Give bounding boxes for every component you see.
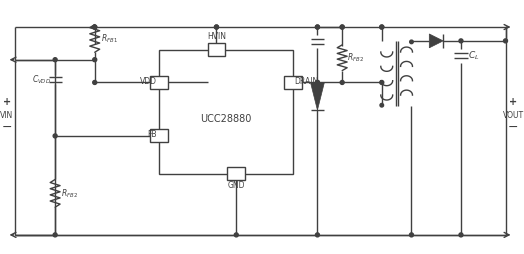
Circle shape bbox=[409, 233, 413, 237]
Circle shape bbox=[459, 233, 463, 237]
Circle shape bbox=[214, 25, 219, 29]
Circle shape bbox=[315, 81, 320, 84]
Circle shape bbox=[93, 81, 97, 84]
Bar bbox=[227, 167, 245, 180]
Text: $C_L$: $C_L$ bbox=[468, 50, 479, 62]
Text: $R_{FB2}$: $R_{FB2}$ bbox=[61, 187, 78, 200]
Circle shape bbox=[53, 233, 57, 237]
Bar bbox=[208, 43, 225, 56]
Text: GND: GND bbox=[227, 181, 245, 190]
Circle shape bbox=[315, 81, 320, 84]
Polygon shape bbox=[311, 83, 324, 110]
Circle shape bbox=[340, 25, 344, 29]
Circle shape bbox=[459, 39, 463, 43]
Circle shape bbox=[53, 58, 57, 62]
Circle shape bbox=[234, 233, 238, 237]
Text: VIN: VIN bbox=[0, 111, 13, 120]
Circle shape bbox=[380, 25, 384, 29]
Circle shape bbox=[380, 81, 384, 84]
Text: −: − bbox=[2, 120, 12, 134]
Circle shape bbox=[380, 103, 384, 107]
Circle shape bbox=[214, 25, 219, 29]
Circle shape bbox=[340, 81, 344, 84]
Text: $R_{FB2}$: $R_{FB2}$ bbox=[347, 52, 364, 64]
Circle shape bbox=[504, 39, 507, 43]
Text: FB: FB bbox=[148, 130, 157, 139]
Text: $R_{FB1}$: $R_{FB1}$ bbox=[101, 32, 117, 45]
Text: VOUT: VOUT bbox=[503, 111, 524, 120]
Bar bbox=[150, 130, 168, 142]
Circle shape bbox=[340, 25, 344, 29]
Circle shape bbox=[53, 134, 57, 138]
Text: −: − bbox=[508, 120, 519, 134]
Circle shape bbox=[93, 25, 97, 29]
Text: +: + bbox=[509, 97, 518, 107]
Text: DRAIN: DRAIN bbox=[294, 77, 319, 86]
Text: UCC28880: UCC28880 bbox=[200, 114, 252, 124]
Bar bbox=[284, 76, 302, 89]
Circle shape bbox=[315, 25, 320, 29]
Text: HVIN: HVIN bbox=[207, 32, 226, 41]
Polygon shape bbox=[429, 34, 443, 48]
Text: $C_{VDD}$: $C_{VDD}$ bbox=[32, 73, 51, 86]
Circle shape bbox=[380, 25, 384, 29]
Circle shape bbox=[93, 25, 97, 29]
Circle shape bbox=[410, 40, 413, 44]
Circle shape bbox=[315, 233, 320, 237]
Bar bbox=[150, 76, 168, 89]
Bar bbox=[159, 50, 293, 173]
Circle shape bbox=[315, 25, 320, 29]
Text: VDD: VDD bbox=[140, 77, 157, 86]
Circle shape bbox=[93, 58, 97, 62]
Text: +: + bbox=[3, 97, 10, 107]
